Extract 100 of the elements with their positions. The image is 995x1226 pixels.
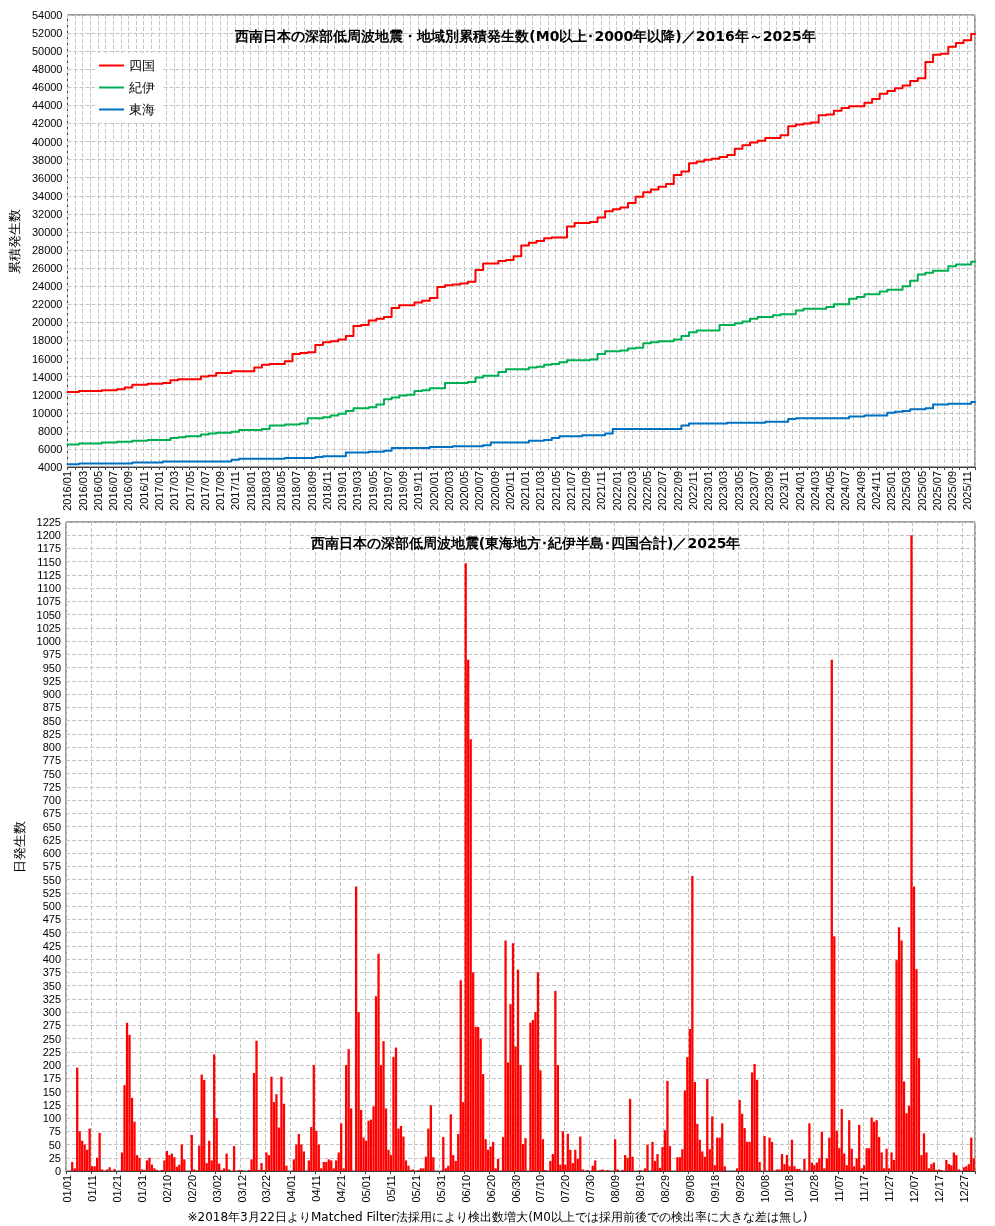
- bar: [803, 1158, 806, 1171]
- y-tick-label: 975: [42, 648, 61, 661]
- x-tick-label: 08/19: [634, 1175, 647, 1203]
- y-tick-label: 575: [42, 860, 61, 873]
- y-tick-label: 1150: [37, 555, 61, 568]
- bar: [763, 1136, 766, 1171]
- x-tick-label: 2016/05: [91, 471, 104, 511]
- x-tick-label: 2023/03: [717, 471, 730, 511]
- legend-label: 四国: [129, 58, 155, 73]
- bar: [225, 1153, 228, 1171]
- x-tick-label: 2025/01: [885, 471, 898, 511]
- y-tick-label: 625: [42, 833, 61, 846]
- x-tick-label: 02/20: [185, 1175, 198, 1203]
- x-tick-label: 05/11: [385, 1175, 397, 1202]
- y-tick-label: 125: [42, 1098, 61, 1111]
- y-tick-label: 54000: [31, 9, 63, 21]
- y-tick-label: 850: [42, 714, 61, 727]
- y-tick-label: 725: [42, 780, 61, 793]
- y-tick-label: 900: [42, 688, 61, 701]
- y-tick-label: 10000: [31, 406, 63, 419]
- y-tick-label: 1075: [36, 595, 61, 608]
- x-tick-label: 08/09: [609, 1175, 622, 1203]
- x-tick-label: 2023/05: [732, 471, 745, 511]
- x-tick-label: 03/02: [210, 1175, 223, 1203]
- y-tick-label: 32000: [31, 207, 63, 220]
- y-tick-label: 150: [42, 1085, 61, 1098]
- x-tick-label: 12/07: [907, 1175, 920, 1203]
- y-tick-label: 14000: [31, 370, 63, 383]
- y-tick-label: 46000: [31, 81, 63, 94]
- x-tick-label: 2016/01: [61, 471, 74, 511]
- y-tick-label: 750: [42, 767, 61, 780]
- bar: [910, 535, 913, 1171]
- x-tick-label: 09/08: [683, 1175, 696, 1203]
- x-tick-label: 2020/03: [442, 471, 455, 511]
- bar: [594, 1160, 597, 1171]
- x-tick-label: 2016/09: [122, 471, 135, 511]
- bar: [113, 1168, 116, 1171]
- y-tick-label: 650: [42, 820, 61, 833]
- x-tick-label: 09/28: [733, 1175, 746, 1203]
- x-tick-label: 2022/05: [641, 471, 654, 511]
- x-tick-label: 2020/09: [488, 471, 501, 511]
- x-tick-label: 2025/09: [946, 471, 959, 511]
- x-tick-label: 06/10: [459, 1175, 472, 1203]
- bar: [656, 1154, 659, 1171]
- x-tick-label: 2017/11: [229, 471, 242, 510]
- bar: [504, 940, 507, 1171]
- x-tick-label: 04/11: [310, 1175, 323, 1202]
- x-tick-label: 06/20: [484, 1175, 497, 1203]
- y-tick-label: 950: [42, 661, 61, 674]
- y-tick-label: 50000: [31, 45, 63, 58]
- y-axis-title: 日発生数: [11, 820, 27, 873]
- text: 西南日本の深部低周波地震・地域別累積発生数(M0以上･2000年以降)／2016年～2025年: [234, 28, 816, 44]
- x-tick-label: 2017/07: [198, 471, 211, 511]
- bar: [646, 1144, 649, 1171]
- x-tick-label: 10/28: [808, 1175, 821, 1203]
- bar: [377, 953, 380, 1171]
- x-tick-label: 2022/07: [656, 471, 669, 511]
- x-tick-label: 2016/07: [107, 471, 120, 511]
- bar: [808, 1123, 811, 1171]
- x-tick-label: 10/08: [758, 1175, 771, 1203]
- y-tick-label: 1125: [37, 568, 61, 581]
- x-tick-label: 2024/11: [869, 471, 882, 510]
- y-tick-label: 1200: [36, 529, 61, 542]
- y-tick-label: 6000: [38, 442, 63, 455]
- y-tick-label: 1175: [37, 542, 61, 555]
- x-tick-label: 09/18: [708, 1175, 721, 1203]
- y-tick-label: 200: [42, 1059, 61, 1072]
- y-tick-label: 525: [42, 886, 61, 899]
- x-tick-label: 2025/03: [900, 471, 913, 511]
- x-tick-label: 03/12: [235, 1175, 248, 1203]
- x-tick-label: 2023/09: [763, 471, 776, 511]
- x-tick-label: 2019/07: [381, 471, 394, 511]
- y-tick-label: 22000: [31, 298, 63, 311]
- x-tick-label: 04/21: [335, 1175, 348, 1203]
- y-tick-label: 48000: [31, 63, 63, 76]
- y-tick-label: 800: [42, 741, 61, 754]
- y-tick-label: 350: [42, 979, 61, 992]
- y-tick-label: 600: [42, 847, 61, 860]
- bar: [260, 1163, 263, 1171]
- bar: [270, 1076, 273, 1171]
- x-tick-label: 2024/05: [824, 471, 837, 511]
- y-tick-label: 0: [54, 1165, 61, 1177]
- x-tick-label: 2022/01: [610, 471, 623, 511]
- x-tick-label: 2017/01: [153, 471, 165, 511]
- y-tick-label: 675: [42, 807, 61, 820]
- y-tick-label: 40000: [31, 135, 63, 148]
- y-tick-label: 75: [48, 1125, 61, 1138]
- x-tick-label: 05/31: [434, 1175, 447, 1203]
- y-tick-label: 38000: [31, 153, 63, 166]
- bar: [255, 1040, 258, 1171]
- y-tick-label: 925: [42, 674, 61, 687]
- x-tick-label: 2021/11: [595, 471, 608, 510]
- x-tick-label: 10/18: [783, 1175, 796, 1203]
- y-tick-label: 375: [42, 966, 61, 979]
- y-tick-label: 20000: [31, 316, 63, 329]
- bar: [753, 1063, 756, 1171]
- legend-label: 東海: [129, 102, 155, 117]
- x-tick-label: 2018/11: [320, 471, 333, 510]
- x-tick-label: 2020/01: [427, 471, 440, 511]
- x-tick-label: 2021/07: [564, 471, 577, 511]
